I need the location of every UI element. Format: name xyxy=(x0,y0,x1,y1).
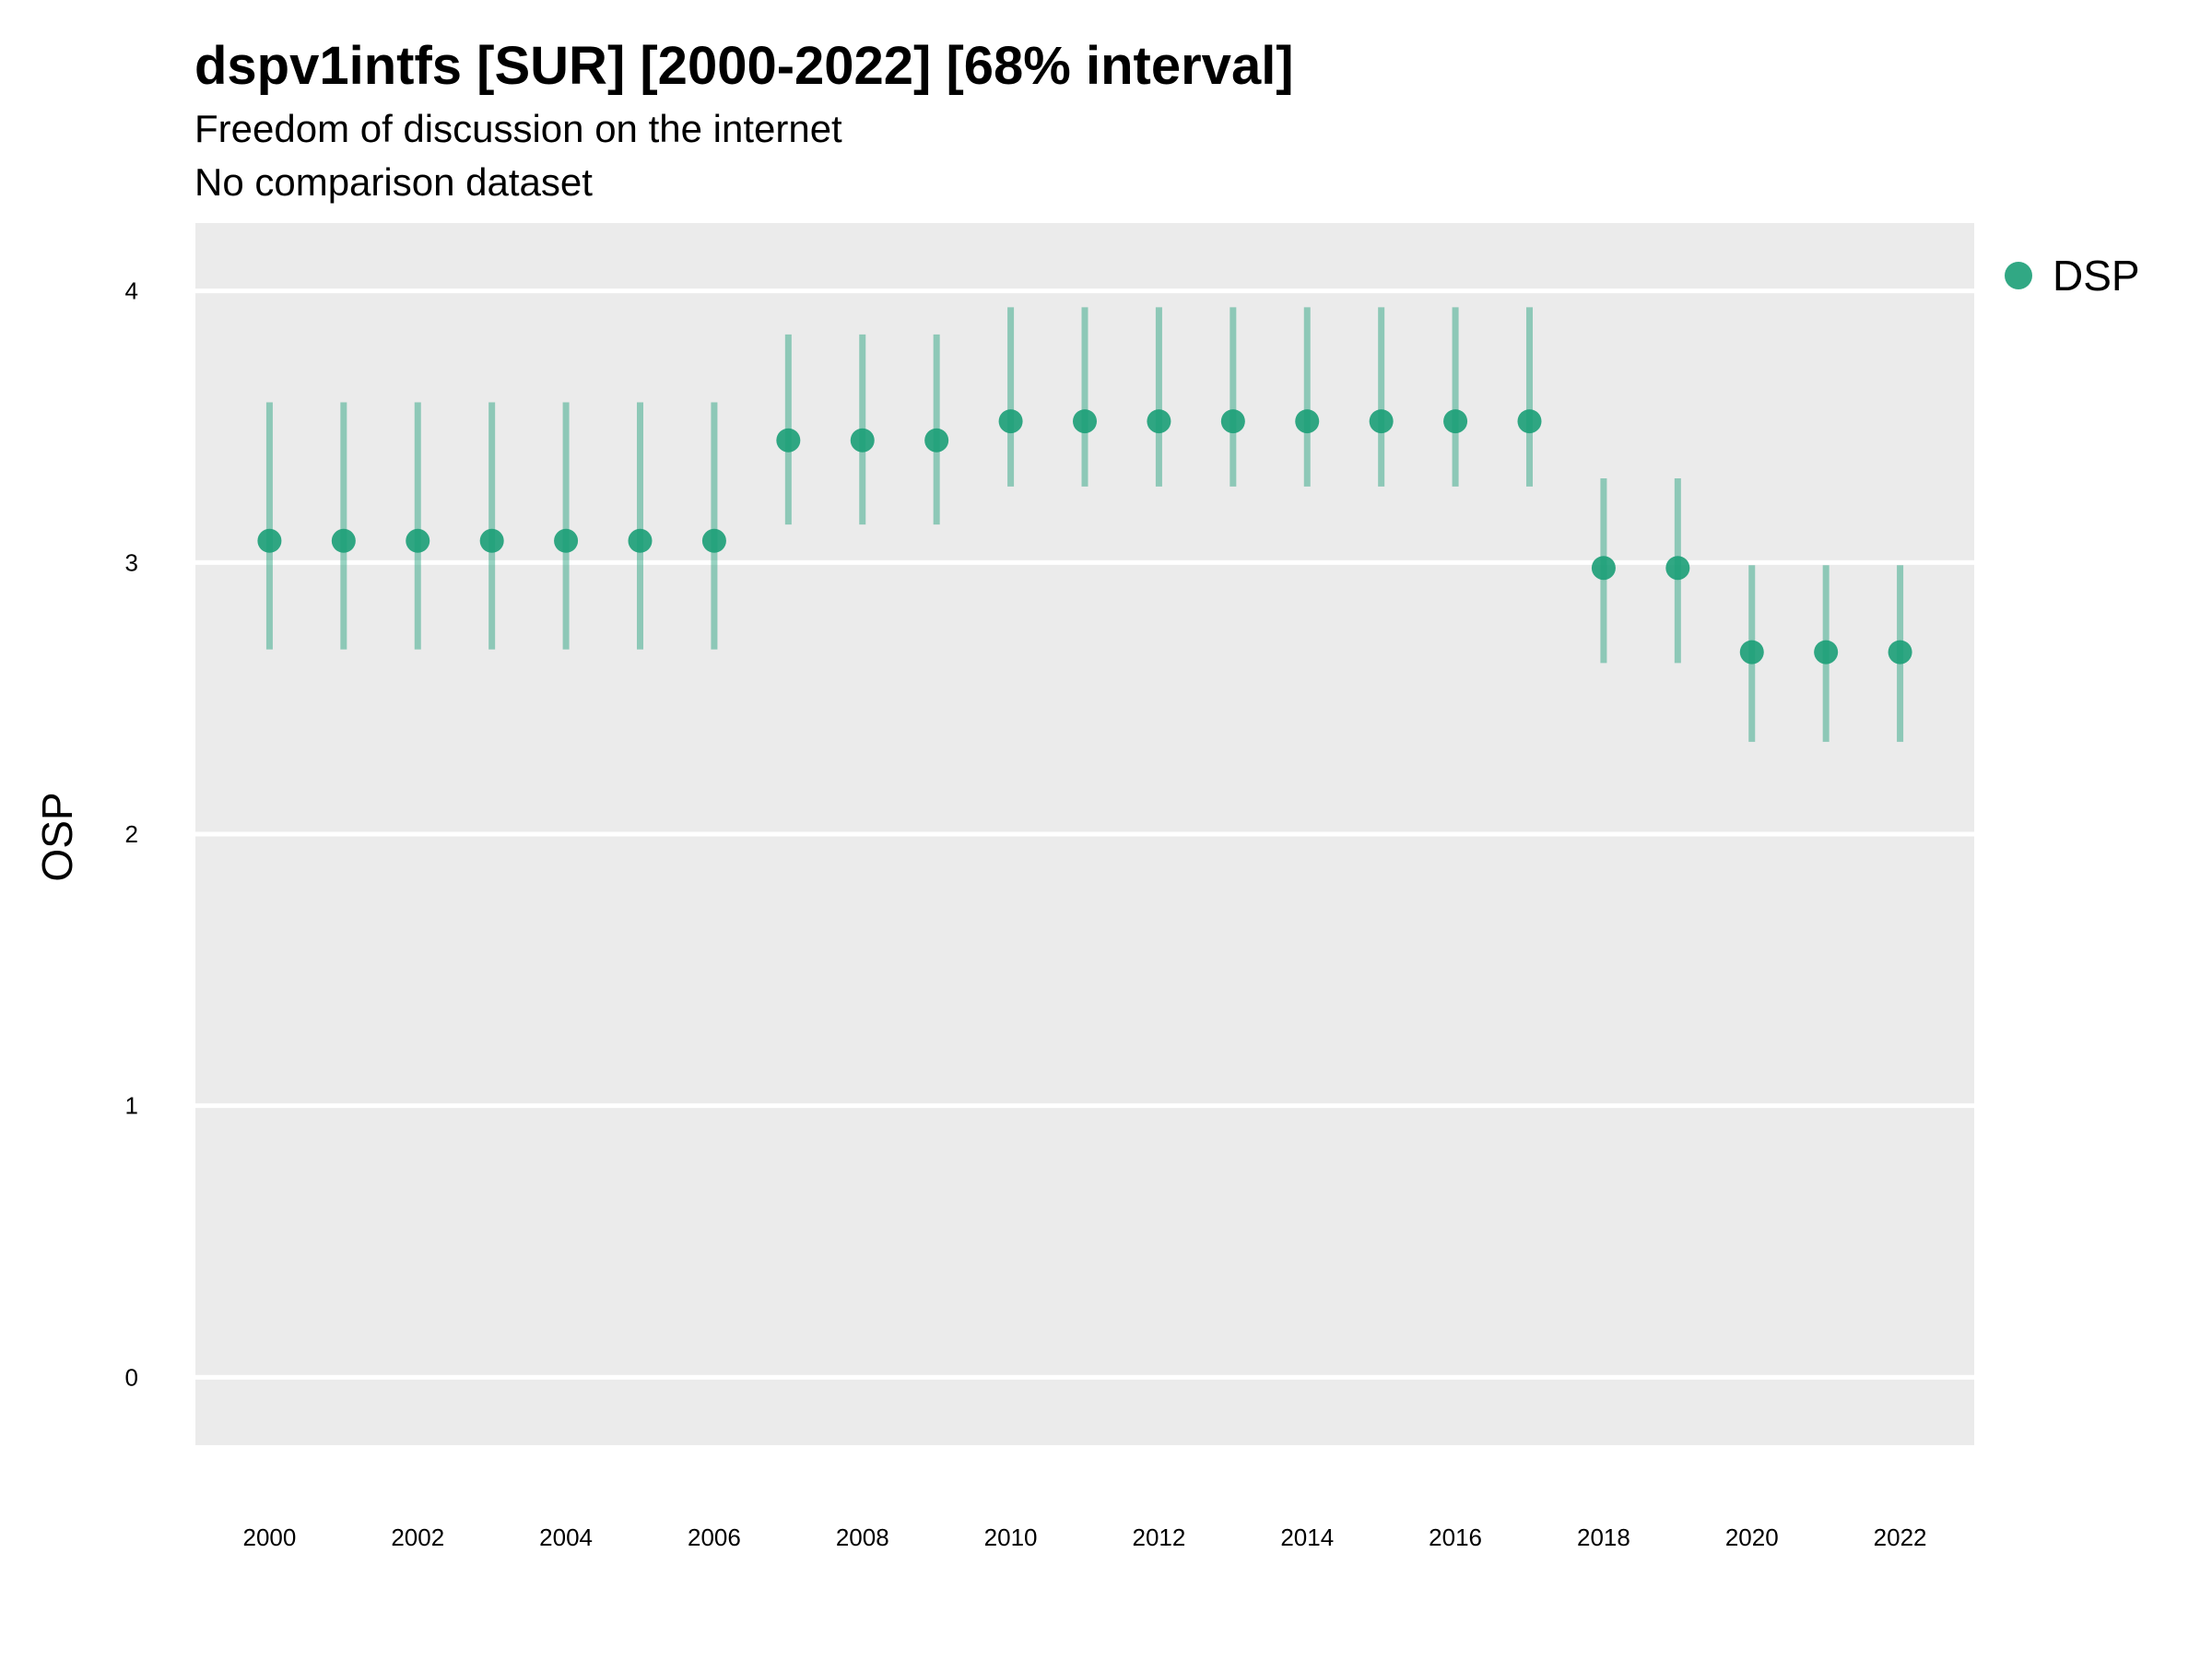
chart-title: dspv1intfs [SUR] [2000-2022] [68% interv… xyxy=(194,36,1294,96)
x-tick-label: 2008 xyxy=(836,1524,889,1551)
data-point xyxy=(1147,409,1171,434)
x-tick-label: 2000 xyxy=(242,1524,296,1551)
data-point xyxy=(257,528,282,553)
data-point xyxy=(924,428,949,453)
data-point xyxy=(1591,556,1616,581)
legend-label-dsp: DSP xyxy=(2053,252,2140,300)
x-tick-label: 2004 xyxy=(539,1524,593,1551)
data-marks xyxy=(257,307,1912,742)
y-tick-label: 3 xyxy=(125,548,138,576)
data-point xyxy=(331,528,356,553)
data-point xyxy=(776,428,801,453)
data-point xyxy=(1888,640,1912,665)
data-point xyxy=(998,409,1023,434)
y-tick-label: 2 xyxy=(125,820,138,848)
x-tick-label: 2010 xyxy=(984,1524,1038,1551)
data-point xyxy=(628,528,653,553)
data-point xyxy=(1517,409,1542,434)
data-point xyxy=(1220,409,1245,434)
y-tick-label: 4 xyxy=(125,277,138,305)
x-tick-label: 2020 xyxy=(1725,1524,1779,1551)
y-axis-ticks: 0 1 2 3 4 xyxy=(125,277,138,1392)
x-tick-label: 2022 xyxy=(1874,1524,1927,1551)
y-tick-label: 0 xyxy=(125,1363,138,1391)
chart-subtitle: Freedom of discussion on the internet xyxy=(194,107,842,150)
x-tick-label: 2012 xyxy=(1132,1524,1185,1551)
chart-subtitle-comparison: No comparison dataset xyxy=(194,160,593,204)
x-axis-ticks: 2000 2002 2004 2006 2008 2010 2012 2014 2016 2018… xyxy=(242,1524,1926,1551)
data-point xyxy=(1295,409,1320,434)
data-point xyxy=(1443,409,1468,434)
x-tick-label: 2006 xyxy=(688,1524,741,1551)
data-point xyxy=(1814,640,1839,665)
x-tick-label: 2014 xyxy=(1280,1524,1334,1551)
x-tick-label: 2018 xyxy=(1577,1524,1630,1551)
grid-lines xyxy=(195,288,1974,1380)
y-axis-label: OSP xyxy=(33,792,81,882)
legend: DSP xyxy=(2005,251,2140,300)
x-tick-label: 2016 xyxy=(1429,1524,1482,1551)
data-point xyxy=(850,428,875,453)
data-point xyxy=(554,528,579,553)
y-tick-label: 1 xyxy=(125,1092,138,1120)
data-point xyxy=(701,528,726,553)
data-point xyxy=(1073,409,1097,434)
legend-key-dsp xyxy=(2005,262,2032,289)
data-point xyxy=(1665,556,1690,581)
data-point xyxy=(479,528,504,553)
x-tick-label: 2002 xyxy=(391,1524,444,1551)
data-point xyxy=(1739,640,1764,665)
data-point xyxy=(1369,409,1394,434)
data-point xyxy=(406,528,430,553)
